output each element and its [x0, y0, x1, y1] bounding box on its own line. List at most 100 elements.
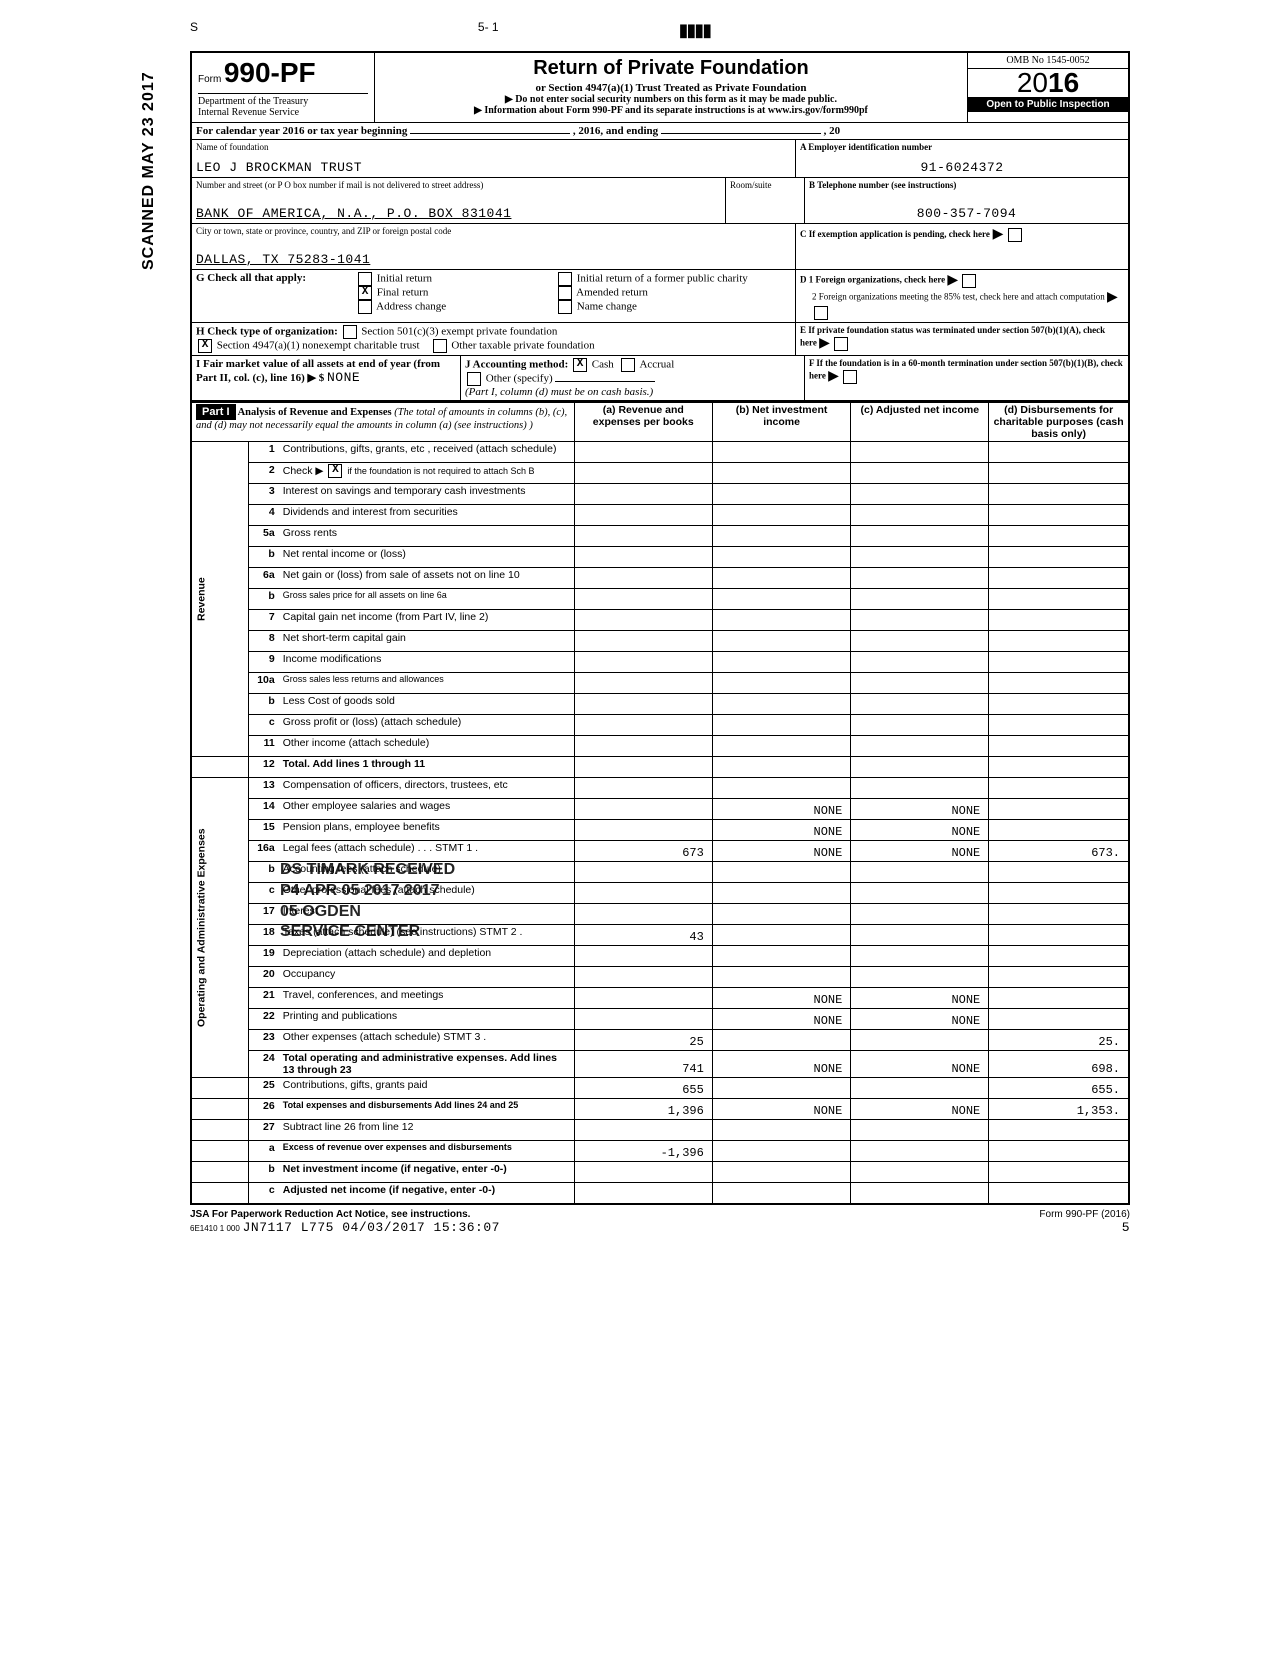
- f-checkbox[interactable]: [843, 370, 857, 384]
- r5a-num: 5a: [249, 526, 279, 547]
- year-prefix: 20: [1017, 67, 1048, 98]
- r24-c: NONE: [851, 1051, 989, 1078]
- footer-form: Form 990-PF (2016): [1039, 1209, 1130, 1220]
- r26-b: NONE: [712, 1099, 851, 1120]
- r27a-desc: Excess of revenue over expenses and disb…: [279, 1141, 574, 1162]
- r23-desc: Other expenses (attach schedule) STMT 3 …: [279, 1030, 574, 1051]
- r27b-num: b: [249, 1162, 279, 1183]
- r21-num: 21: [249, 988, 279, 1009]
- r16a-d: 673.: [989, 841, 1129, 862]
- opt-name-change: Name change: [577, 301, 637, 313]
- g-d-row: G Check all that apply: Initial return I…: [190, 270, 1130, 323]
- year-suffix: 16: [1048, 67, 1079, 98]
- r25-num: 25: [249, 1078, 279, 1099]
- r24-num: 24: [249, 1051, 279, 1078]
- r22-c: NONE: [851, 1009, 989, 1030]
- r23-num: 23: [249, 1030, 279, 1051]
- r18-num: 18: [249, 925, 279, 946]
- h-other-checkbox[interactable]: [433, 339, 447, 353]
- r10b-num: b: [249, 694, 279, 715]
- r26-desc: Total expenses and disbursements Add lin…: [279, 1099, 574, 1120]
- d2-checkbox[interactable]: [814, 306, 828, 320]
- address-change-checkbox[interactable]: [358, 300, 372, 314]
- r16a-c: NONE: [851, 841, 989, 862]
- initial-former-checkbox[interactable]: [558, 272, 572, 286]
- j-cash: Cash: [592, 359, 614, 371]
- header-left: Form 990-PF Department of the Treasury I…: [192, 53, 375, 122]
- d2-label: 2 Foreign organizations meeting the 85% …: [812, 292, 1105, 302]
- address-value: BANK OF AMERICA, N.A., P.O. BOX 831041: [196, 190, 721, 221]
- r27-num: 27: [249, 1120, 279, 1141]
- s-mark: S: [190, 20, 198, 41]
- r7-num: 7: [249, 610, 279, 631]
- h-e-row: H Check type of organization: Section 50…: [190, 323, 1130, 356]
- opt-amended: Amended return: [576, 287, 648, 299]
- r12-desc: Total. Add lines 1 through 11: [279, 757, 574, 778]
- form-header: Form 990-PF Department of the Treasury I…: [190, 51, 1130, 123]
- r6b-num: b: [249, 589, 279, 610]
- phone-label: B Telephone number (see instructions): [809, 180, 1124, 190]
- r2-checkbox[interactable]: X: [328, 464, 342, 478]
- r2-check-label: Check ▶: [283, 465, 324, 477]
- h-label: H Check type of organization:: [196, 326, 338, 338]
- r5a-desc: Gross rents: [279, 526, 574, 547]
- form-990pf: SCANNED MAY 23 2017 S 5- 1 ▮▮▮▮ Form 990…: [190, 20, 1130, 1239]
- final-return-checkbox[interactable]: X: [358, 286, 372, 300]
- r8-desc: Net short-term capital gain: [279, 631, 574, 652]
- revenue-side-label: Revenue: [191, 442, 249, 757]
- d1-checkbox[interactable]: [962, 274, 976, 288]
- initial-return-checkbox[interactable]: [358, 272, 372, 286]
- ein-label: A Employer identification number: [800, 142, 1124, 152]
- r20-desc: Occupancy: [279, 967, 574, 988]
- r6b-desc: Gross sales price for all assets on line…: [279, 589, 574, 610]
- r16b-num: b: [249, 862, 279, 883]
- j-note: (Part I, column (d) must be on cash basi…: [465, 386, 653, 398]
- r13-desc: Compensation of officers, directors, tru…: [279, 778, 574, 799]
- j-cash-checkbox[interactable]: X: [573, 358, 587, 372]
- col-b-head: (b) Net investment income: [712, 403, 851, 442]
- h-4947-checkbox[interactable]: X: [198, 339, 212, 353]
- r23-a: 25: [574, 1030, 712, 1051]
- arrow-icon: ▶: [993, 227, 1004, 242]
- exempt-checkbox[interactable]: [1008, 228, 1022, 242]
- footer-batch: JN7117 L775 04/03/2017 15:36:07: [243, 1220, 500, 1235]
- form-number: 990-PF: [224, 57, 316, 88]
- r25-d: 655.: [989, 1078, 1129, 1099]
- irs-label: Internal Revenue Service: [198, 107, 368, 118]
- r15-c: NONE: [851, 820, 989, 841]
- j-accrual-checkbox[interactable]: [621, 358, 635, 372]
- r16c-num: c: [249, 883, 279, 904]
- form-warning: ▶ Do not enter social security numbers o…: [381, 94, 961, 105]
- i-j-f-row: I Fair market value of all assets at end…: [190, 356, 1130, 402]
- tax-year: 2016: [968, 69, 1128, 97]
- r24-d: 698.: [989, 1051, 1129, 1078]
- r1-desc: Contributions, gifts, grants, etc , rece…: [279, 442, 574, 463]
- r26-a: 1,396: [574, 1099, 712, 1120]
- j-other-checkbox[interactable]: [467, 372, 481, 386]
- header-center: Return of Private Foundation or Section …: [375, 53, 967, 122]
- r10b-desc: Less Cost of goods sold: [279, 694, 574, 715]
- r4-desc: Dividends and interest from securities: [279, 505, 574, 526]
- h-opt1: Section 501(c)(3) exempt private foundat…: [361, 326, 557, 338]
- exempt-label: C If exemption application is pending, c…: [800, 229, 990, 239]
- r9-desc: Income modifications: [279, 652, 574, 673]
- d1-label: D 1 Foreign organizations, check here: [800, 275, 945, 285]
- r14-b: NONE: [712, 799, 851, 820]
- r17-desc: Interest: [279, 904, 574, 925]
- r11-desc: Other income (attach schedule): [279, 736, 574, 757]
- r27c-num: c: [249, 1183, 279, 1205]
- amended-checkbox[interactable]: [558, 286, 572, 300]
- opt-initial-former: Initial return of a former public charit…: [577, 273, 748, 285]
- r1-num: 1: [249, 442, 279, 463]
- cal-c: , 20: [824, 125, 841, 137]
- r15-desc: Pension plans, employee benefits: [279, 820, 574, 841]
- name-change-checkbox[interactable]: [558, 300, 572, 314]
- e-checkbox[interactable]: [834, 337, 848, 351]
- h-501c3-checkbox[interactable]: [343, 325, 357, 339]
- black-mark: ▮▮▮▮: [678, 20, 710, 41]
- r6a-num: 6a: [249, 568, 279, 589]
- header-right: OMB No 1545-0052 2016 Open to Public Ins…: [967, 53, 1128, 122]
- r2-desc: Check ▶ X if the foundation is not requi…: [279, 463, 574, 484]
- r10c-desc: Gross profit or (loss) (attach schedule): [279, 715, 574, 736]
- page-mark: 5- 1: [478, 20, 499, 41]
